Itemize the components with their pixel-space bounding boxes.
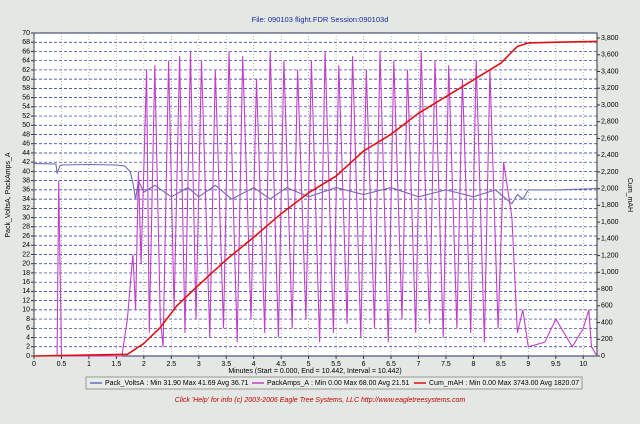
y-tick-label: 54 <box>22 104 30 111</box>
y-tick-label: 2 <box>26 344 30 351</box>
x-tick-label: 2 <box>142 361 146 368</box>
x-tick-label: 8 <box>471 361 475 368</box>
y-tick-label: 6 <box>26 325 30 332</box>
y2-tick-label: 1,800 <box>601 202 619 209</box>
y-tick-label: 12 <box>22 297 30 304</box>
y2-tick-label: 2,800 <box>601 119 619 126</box>
y2-tick-label: 1,200 <box>601 252 619 259</box>
y-tick-label: 48 <box>22 131 30 138</box>
x-tick-label: 6.5 <box>386 361 396 368</box>
y-tick-label: 18 <box>22 270 30 277</box>
y2-tick-label: 2,400 <box>601 152 619 159</box>
series-line <box>33 163 598 205</box>
x-tick-label: 9 <box>526 361 530 368</box>
y-tick-label: 64 <box>22 58 30 65</box>
y-tick-label: 30 <box>22 214 30 221</box>
legend-label: Cum_mAH <box>429 380 463 387</box>
x-tick-label: 4.5 <box>276 361 286 368</box>
x-tick-label: 0.5 <box>57 361 67 368</box>
legend-summary: : Min 0.00 Max 68.00 Avg 21.51 <box>311 380 409 387</box>
x-tick-label: 4 <box>252 361 256 368</box>
y-tick-label: 66 <box>22 48 30 55</box>
y-tick-label: 10 <box>22 307 30 314</box>
y-tick-label: 22 <box>22 251 30 258</box>
y-tick-label: 46 <box>22 141 30 148</box>
legend-label: PackAmps_A <box>267 380 309 387</box>
x-axis-label: Minutes (Start = 0.000, End = 10.442, In… <box>228 368 401 375</box>
legend <box>85 376 583 390</box>
y2-tick-label: 600 <box>601 303 613 310</box>
chart-title: File: 090103 flight.FDR Session:090103d <box>252 15 389 24</box>
y2-tick-label: 1,400 <box>601 236 619 243</box>
x-tick-label: 1 <box>87 361 91 368</box>
y-tick-label: 0 <box>26 353 30 360</box>
x-tick-label: 7 <box>417 361 421 368</box>
y2-tick-label: 3,600 <box>601 52 619 59</box>
y-tick-label: 60 <box>22 76 30 83</box>
legend-summary: : Min 0.00 Max 3743.00 Avg 1820.07 <box>465 380 579 387</box>
y2-tick-label: 400 <box>601 319 613 326</box>
y2-tick-label: 1,600 <box>601 219 619 226</box>
footer: Click 'Help' for info (c) 2003-2006 Eagl… <box>175 397 466 404</box>
y-tick-label: 14 <box>22 288 30 295</box>
x-tick-label: 3 <box>197 361 201 368</box>
x-tick-label: 8.5 <box>496 361 506 368</box>
x-tick-label: 3.5 <box>221 361 231 368</box>
x-tick-label: 9.5 <box>551 361 561 368</box>
y-tick-label: 50 <box>22 122 30 129</box>
y-tick-label: 40 <box>22 168 30 175</box>
y2-axis-label: Cum_mAH <box>626 178 633 212</box>
y-tick-label: 32 <box>22 205 30 212</box>
y-tick-label: 38 <box>22 178 30 185</box>
y2-tick-label: 3,000 <box>601 102 619 109</box>
y-tick-label: 24 <box>22 242 30 249</box>
y-tick-label: 26 <box>22 233 30 240</box>
series-line <box>33 40 598 357</box>
y-tick-label: 52 <box>22 113 30 120</box>
y-tick-label: 68 <box>22 39 30 46</box>
x-tick-label: 0 <box>32 361 36 368</box>
legend-label: Pack_VoltsA <box>105 380 145 387</box>
x-tick-label: 5 <box>307 361 311 368</box>
y-tick-label: 4 <box>26 334 30 341</box>
x-tick-label: 6 <box>362 361 366 368</box>
y2-tick-label: 2,600 <box>601 135 619 142</box>
x-tick-label: 2.5 <box>166 361 176 368</box>
y-tick-label: 56 <box>22 94 30 101</box>
y-tick-label: 20 <box>22 261 30 268</box>
legend-summary: : Min 31.90 Max 41.69 Avg 36.71 <box>146 380 248 387</box>
y2-tick-label: 3,800 <box>601 35 619 42</box>
y2-tick-label: 3,200 <box>601 85 619 92</box>
x-tick-label: 5.5 <box>331 361 341 368</box>
y2-tick-label: 1,000 <box>601 269 619 276</box>
y-tick-label: 34 <box>22 196 30 203</box>
y-tick-label: 8 <box>26 316 30 323</box>
y2-tick-label: 3,400 <box>601 68 619 75</box>
y2-tick-label: 800 <box>601 286 613 293</box>
y2-tick-label: 2,200 <box>601 169 619 176</box>
y-tick-label: 44 <box>22 150 30 157</box>
y-tick-label: 58 <box>22 85 30 92</box>
x-tick-label: 7.5 <box>441 361 451 368</box>
y-tick-label: 42 <box>22 159 30 166</box>
y2-tick-label: 2,000 <box>601 185 619 192</box>
y2-tick-label: 200 <box>601 336 613 343</box>
y-axis-label: Pack_VoltsA, PackAmps_A <box>5 152 12 238</box>
y2-tick-label: 0 <box>601 353 605 360</box>
y-tick-label: 36 <box>22 187 30 194</box>
y-tick-label: 70 <box>22 30 30 37</box>
y-tick-label: 16 <box>22 279 30 286</box>
y-tick-label: 62 <box>22 67 30 74</box>
y-tick-label: 28 <box>22 224 30 231</box>
x-tick-label: 1.5 <box>112 361 122 368</box>
x-tick-label: 10 <box>579 361 587 368</box>
